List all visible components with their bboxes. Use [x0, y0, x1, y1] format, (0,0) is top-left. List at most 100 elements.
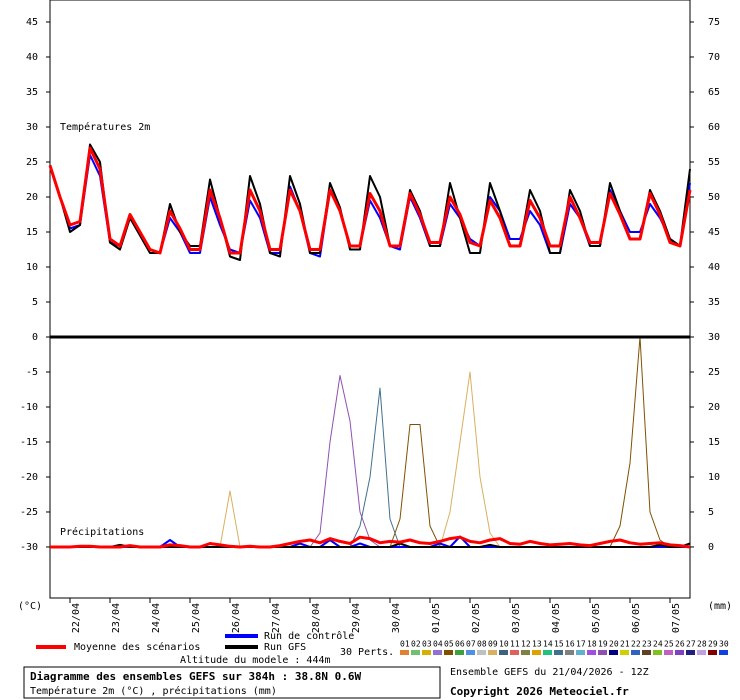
member-label: 26 — [675, 640, 685, 649]
y2-tick-label: 0 — [708, 542, 714, 553]
x-tick-label: 24/04 — [151, 603, 162, 633]
member-label: 07 — [466, 640, 476, 649]
member-swatch — [532, 650, 541, 655]
member-swatch — [543, 650, 552, 655]
y-tick-label: 35 — [26, 87, 38, 98]
member-swatch — [719, 650, 728, 655]
y-tick-label: 30 — [26, 122, 38, 133]
y-tick-label: -10 — [20, 402, 38, 413]
member-label: 20 — [609, 640, 619, 649]
member-swatch — [510, 650, 519, 655]
panel-label: Précipitations — [60, 526, 144, 538]
y-tick-label: -25 — [20, 507, 38, 518]
member-swatch — [620, 650, 629, 655]
footer-box — [23, 666, 441, 699]
member-swatch — [444, 650, 453, 655]
member-label: 17 — [576, 640, 586, 649]
footer-title: Diagramme des ensembles GEFS sur 384h : … — [30, 670, 362, 683]
member-label: 30 — [719, 640, 729, 649]
altitude: Altitude du modele : 444m — [180, 655, 331, 666]
member-label: 04 — [433, 640, 443, 649]
member-swatch — [686, 650, 695, 655]
member-label: 10 — [499, 640, 509, 649]
x-tick-label: 28/04 — [311, 603, 322, 633]
y2-tick-label: 35 — [708, 297, 720, 308]
member-label: 22 — [631, 640, 641, 649]
member-swatch — [565, 650, 574, 655]
member-label: 25 — [664, 640, 674, 649]
y-tick-label: 5 — [32, 297, 38, 308]
member-label: 19 — [598, 640, 608, 649]
y2-tick-label: 50 — [708, 192, 720, 203]
series-line — [48, 146, 692, 255]
member-swatch — [400, 650, 409, 655]
y-tick-label: 0 — [32, 332, 38, 343]
y-tick-label: 20 — [26, 192, 38, 203]
member-swatch — [466, 650, 475, 655]
run-info: Ensemble GEFS du 21/04/2026 - 12Z — [450, 667, 649, 678]
member-swatch — [433, 650, 442, 655]
y2-tick-label: 20 — [708, 402, 720, 413]
legend-label: Run GFS — [264, 642, 306, 653]
member-label: 21 — [620, 640, 630, 649]
x-tick-label: 30/04 — [391, 603, 402, 633]
member-label: 24 — [653, 640, 663, 649]
legend-label: Run de contrôle — [264, 630, 354, 642]
y2-unit: (mm) — [708, 601, 732, 612]
y-unit: (°C) — [18, 601, 42, 612]
x-tick-label: 01/05 — [431, 603, 442, 633]
member-swatch — [675, 650, 684, 655]
series-line — [50, 535, 691, 549]
member-swatch — [499, 650, 508, 655]
x-tick-label: 04/05 — [551, 603, 562, 633]
member-swatch — [422, 650, 431, 655]
member-label: 27 — [686, 640, 696, 649]
legend-label: Moyenne des scénarios — [74, 641, 200, 653]
footer-subtitle: Température 2m (°C) , précipitations (mm… — [30, 685, 277, 697]
x-tick-label: 23/04 — [111, 603, 122, 633]
member-swatch — [642, 650, 651, 655]
member-label: 01 — [400, 640, 410, 649]
perturbations-label: 30 Perts. — [340, 647, 394, 658]
x-tick-label: 03/05 — [511, 603, 522, 633]
x-tick-label: 07/05 — [671, 603, 682, 633]
y2-tick-label: 55 — [708, 157, 720, 168]
x-tick-label: 25/04 — [191, 603, 202, 633]
member-swatch — [598, 650, 607, 655]
y-tick-label: 40 — [26, 52, 38, 63]
panel-label: Températures 2m — [60, 121, 150, 133]
member-label: 28 — [697, 640, 707, 649]
y-tick-label: 45 — [26, 17, 38, 28]
member-label: 15 — [554, 640, 564, 649]
y2-tick-label: 25 — [708, 367, 720, 378]
plot-frame — [49, 0, 691, 599]
x-tick-label: 22/04 — [71, 603, 82, 633]
member-label: 05 — [444, 640, 454, 649]
member-swatch — [631, 650, 640, 655]
member-swatch — [455, 650, 464, 655]
y-tick-label: -5 — [26, 367, 38, 378]
y-tick-label: -20 — [20, 472, 38, 483]
member-swatch — [664, 650, 673, 655]
x-tick-label: 06/05 — [631, 603, 642, 633]
member-label: 23 — [642, 640, 652, 649]
copyright: Copyright 2026 Meteociel.fr — [450, 685, 629, 698]
y2-tick-label: 60 — [708, 122, 720, 133]
member-label: 02 — [411, 640, 421, 649]
y2-tick-label: 10 — [708, 472, 720, 483]
member-swatch — [708, 650, 717, 655]
y2-tick-label: 30 — [708, 332, 720, 343]
member-label: 08 — [477, 640, 487, 649]
member-label: 14 — [543, 640, 553, 649]
member-swatch — [587, 650, 596, 655]
member-swatch — [411, 650, 420, 655]
member-swatch — [488, 650, 497, 655]
member-swatch — [609, 650, 618, 655]
member-label: 09 — [488, 640, 498, 649]
y2-tick-label: 45 — [708, 227, 720, 238]
x-tick-label: 27/04 — [271, 603, 282, 633]
y2-tick-label: 15 — [708, 437, 720, 448]
y-tick-label: -15 — [20, 437, 38, 448]
